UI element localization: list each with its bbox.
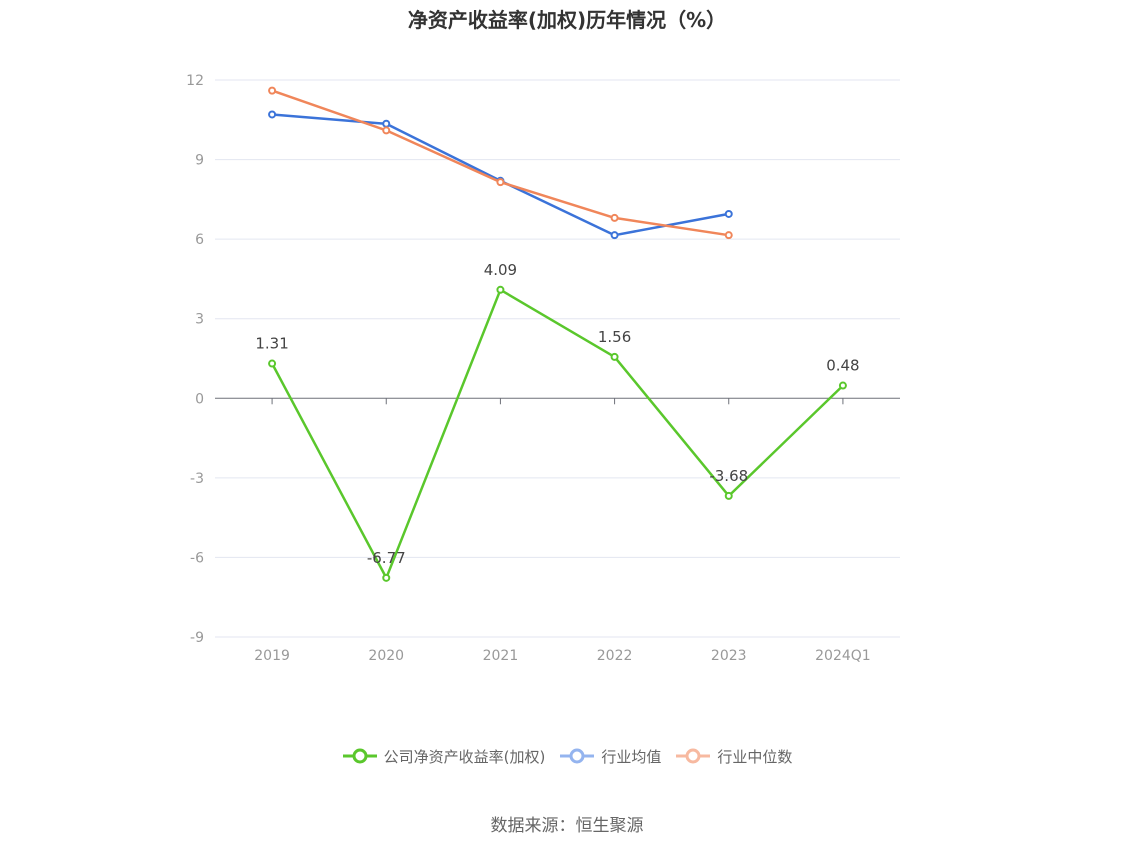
- y-tick-label: -3: [190, 471, 204, 487]
- data-point[interactable]: [724, 231, 733, 240]
- y-tick-label: 3: [195, 312, 204, 328]
- x-tick-label: 2019: [254, 648, 290, 664]
- y-tick-label: 12: [186, 73, 204, 89]
- data-point[interactable]: [268, 359, 277, 368]
- data-point[interactable]: [268, 110, 277, 119]
- y-tick-label: 0: [195, 391, 204, 407]
- legend-item-company[interactable]: 公司净资产收益率(加权): [342, 745, 546, 767]
- data-label: 1.56: [598, 328, 631, 346]
- legend-company-icon: [342, 748, 377, 764]
- data-point[interactable]: [724, 491, 733, 500]
- legend-item-industry-mean[interactable]: 行业均值: [559, 745, 661, 767]
- data-label: 4.09: [484, 261, 517, 279]
- series-lines: [268, 86, 847, 582]
- data-label: 0.48: [826, 357, 859, 375]
- x-tick-label: 2021: [483, 648, 519, 664]
- source-note: 数据来源：恒生聚源: [490, 816, 644, 836]
- y-tick-label: -6: [190, 550, 204, 566]
- legend-industry-mean-icon: [560, 748, 595, 764]
- series-line-1: [271, 113, 730, 237]
- data-label: -6.77: [367, 549, 406, 567]
- series-line-2: [271, 89, 729, 237]
- y-tick-label: 6: [195, 232, 204, 248]
- chart-title: 净资产收益率(加权)历年情况（%）: [407, 8, 727, 32]
- data-point[interactable]: [610, 352, 619, 361]
- data-point[interactable]: [268, 86, 277, 95]
- legend-item-industry-median[interactable]: 行业中位数: [675, 745, 792, 767]
- gridlines: [215, 79, 900, 638]
- data-point[interactable]: [382, 573, 391, 582]
- data-point[interactable]: [496, 178, 505, 187]
- legend-company-label: 公司净资产收益率(加权): [383, 747, 546, 766]
- data-point[interactable]: [496, 285, 505, 294]
- x-tick-label: 2023: [711, 648, 747, 664]
- data-label: -3.68: [709, 467, 748, 485]
- x-tick-label: 2022: [597, 648, 633, 664]
- data-point[interactable]: [724, 209, 733, 218]
- y-tick-label: 9: [195, 153, 204, 169]
- legend-industry-median-label: 行业中位数: [717, 747, 793, 766]
- legend-industry-mean-label: 行业均值: [601, 747, 662, 766]
- x-tick-label: 2020: [368, 648, 404, 664]
- series-line-0: [270, 288, 844, 580]
- data-labels: 1.31 -6.77 4.09 1.56 -3.68 0.48: [255, 261, 859, 567]
- data-point[interactable]: [838, 381, 847, 390]
- axes: 12 9 6 3 0 -3 -6 -9 2019 2020 2021 2022 2023 2024Q1: [186, 73, 900, 664]
- data-point[interactable]: [382, 126, 391, 135]
- legend-industry-median-icon: [676, 748, 711, 764]
- data-point[interactable]: [610, 213, 619, 222]
- data-point[interactable]: [382, 119, 391, 128]
- x-tick-label: 2024Q1: [815, 648, 871, 664]
- y-tick-label: -9: [190, 630, 204, 646]
- data-point[interactable]: [610, 231, 619, 240]
- data-label: 1.31: [255, 335, 288, 353]
- legend: 公司净资产收益率(加权) 行业均值 行业中位数: [0, 745, 1134, 767]
